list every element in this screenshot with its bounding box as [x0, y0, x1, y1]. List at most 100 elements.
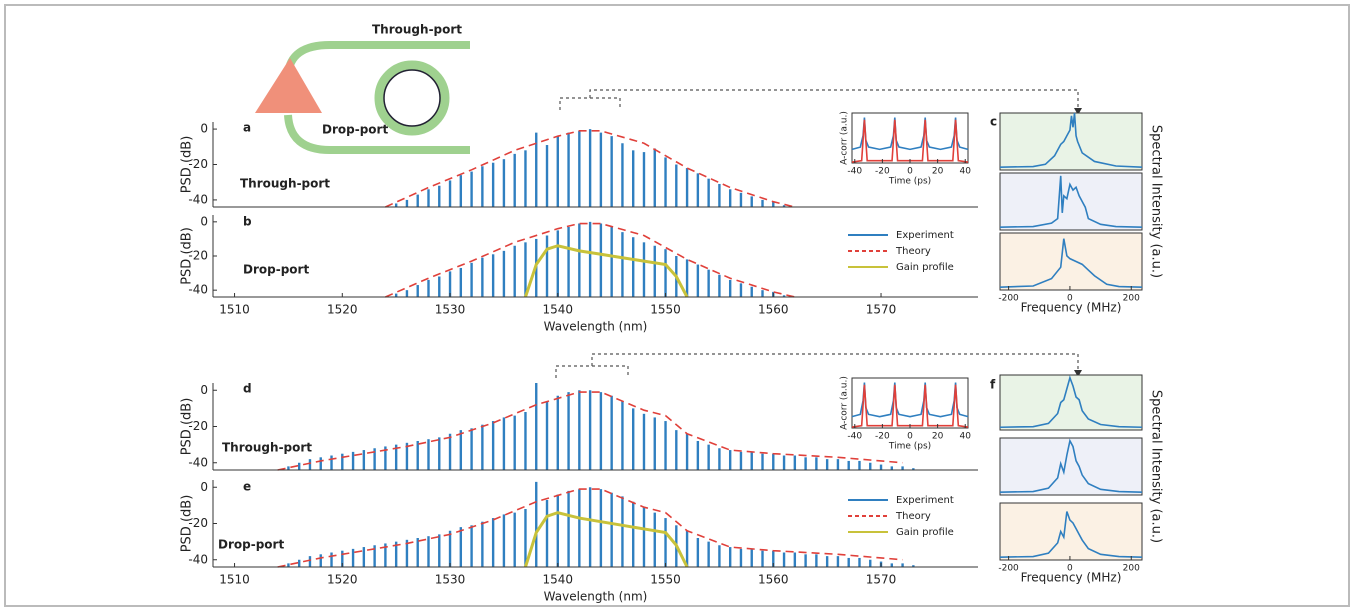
y-axis-label: Spectral Intensity (a.u.)	[1149, 125, 1164, 278]
x-tick-label: 0	[1067, 564, 1073, 574]
x-axis-label: Time (ps)	[888, 442, 931, 452]
x-tick-label: 1560	[758, 573, 789, 587]
axes-box	[851, 377, 969, 429]
y-tick-label: -40	[188, 283, 208, 297]
x-tick-label: -20	[875, 167, 890, 177]
arrowhead	[1074, 108, 1082, 115]
x-tick-label: 1570	[866, 303, 897, 317]
y-tick-label: -40	[188, 552, 208, 566]
ring-core	[383, 69, 441, 127]
data-line	[999, 238, 1143, 288]
theory-line	[277, 391, 903, 471]
panel-letter: a	[243, 121, 251, 135]
panel-letter: b	[243, 215, 252, 229]
x-tick-label: 1510	[219, 303, 250, 317]
x-tick-label: -200	[998, 564, 1019, 574]
axes-box	[999, 437, 1143, 496]
x-tick-label: 1550	[650, 573, 681, 587]
x-tick-label: 0	[1067, 294, 1073, 304]
connector	[559, 89, 1079, 110]
y-axis-label: A-corr (a.u.)	[840, 111, 850, 165]
x-axis-label: Frequency (MHz)	[1021, 301, 1122, 315]
y-tick-label: 0	[200, 383, 208, 397]
y-axis-label: PSD (dB)	[180, 495, 195, 553]
x-axis-label: Wavelength (nm)	[544, 320, 648, 334]
label: Drop-port	[322, 123, 388, 137]
schematic: Through-port Drop-port	[255, 23, 470, 154]
axes-box	[999, 502, 1143, 561]
axes-box	[999, 374, 1143, 431]
data-line	[999, 112, 1143, 168]
arrowhead	[1074, 370, 1082, 377]
panel-bg	[1000, 503, 1142, 560]
x-tick-label: 1520	[327, 303, 358, 317]
y-tick-label: -20	[188, 516, 208, 530]
x-tick-label: 1560	[758, 303, 789, 317]
panel-letter: d	[243, 382, 252, 396]
panel-bg	[1000, 375, 1142, 430]
x-tick-label: 1540	[543, 303, 574, 317]
data-line	[999, 511, 1143, 558]
data-line	[999, 175, 1143, 228]
legend-label: Theory	[895, 511, 931, 522]
y-tick-label: -20	[188, 419, 208, 433]
data-line	[999, 375, 1143, 429]
x-tick-label: 0	[907, 432, 913, 442]
ring	[374, 60, 450, 136]
panel-bg	[1000, 438, 1142, 495]
x-axis-label: Time (ps)	[888, 177, 931, 187]
x-tick-label: 200	[1123, 564, 1140, 574]
x-tick-label: 20	[932, 167, 944, 177]
x-axis-label: Wavelength (nm)	[544, 590, 648, 604]
x-tick-label: 1570	[866, 573, 897, 587]
x-axis-label: Frequency (MHz)	[1021, 571, 1122, 585]
legend-label: Experiment	[896, 495, 954, 506]
y-axis-label: PSD (dB)	[180, 136, 195, 194]
panel-bg	[1000, 233, 1142, 290]
panel-label: Through-port	[222, 441, 312, 455]
theory-line	[385, 222, 796, 298]
y-tick-label: 0	[200, 480, 208, 494]
gain-element	[255, 58, 322, 113]
axes-box	[999, 112, 1143, 171]
y-axis-label: PSD (dB)	[180, 398, 195, 456]
y-tick-label: 0	[200, 122, 208, 136]
waveguide	[284, 114, 470, 154]
data-line	[999, 438, 1143, 493]
x-tick-label: -20	[875, 432, 890, 442]
panel-letter: f	[990, 378, 996, 392]
theory-line	[385, 130, 796, 208]
label: Through-port	[372, 23, 462, 37]
theory-line	[277, 488, 903, 568]
y-tick-label: -20	[188, 157, 208, 171]
x-tick-label: 1510	[219, 573, 250, 587]
panel-label: Through-port	[240, 177, 330, 191]
axes-box	[999, 172, 1143, 231]
y-tick-label: -40	[188, 192, 208, 206]
data-line	[524, 511, 689, 568]
y-tick-label: -40	[188, 455, 208, 469]
y-axis-label: Spectral Intensity (a.u.)	[1149, 390, 1164, 543]
x-tick-label: 40	[960, 167, 972, 177]
panel-label: Drop-port	[243, 263, 309, 277]
legend-label: Experiment	[896, 230, 954, 241]
x-tick-label: -200	[998, 294, 1019, 304]
panel-bg	[1000, 173, 1142, 230]
axes-box	[851, 112, 969, 164]
x-tick-label: 200	[1123, 294, 1140, 304]
x-tick-label: 1540	[543, 573, 574, 587]
x-tick-label: 1550	[650, 303, 681, 317]
x-tick-label: -40	[847, 167, 862, 177]
panel-letter: c	[990, 115, 997, 129]
panel-letter: e	[243, 480, 251, 494]
y-axis-label: A-corr (a.u.)	[840, 376, 850, 430]
x-tick-label: -40	[847, 432, 862, 442]
x-tick-label: 1520	[327, 573, 358, 587]
y-axis-label: PSD (dB)	[180, 227, 195, 285]
axes-box	[999, 232, 1143, 291]
connector	[555, 353, 1079, 378]
connectors	[555, 89, 1079, 378]
x-tick-label: 1530	[435, 303, 466, 317]
y-tick-label: 0	[200, 214, 208, 228]
